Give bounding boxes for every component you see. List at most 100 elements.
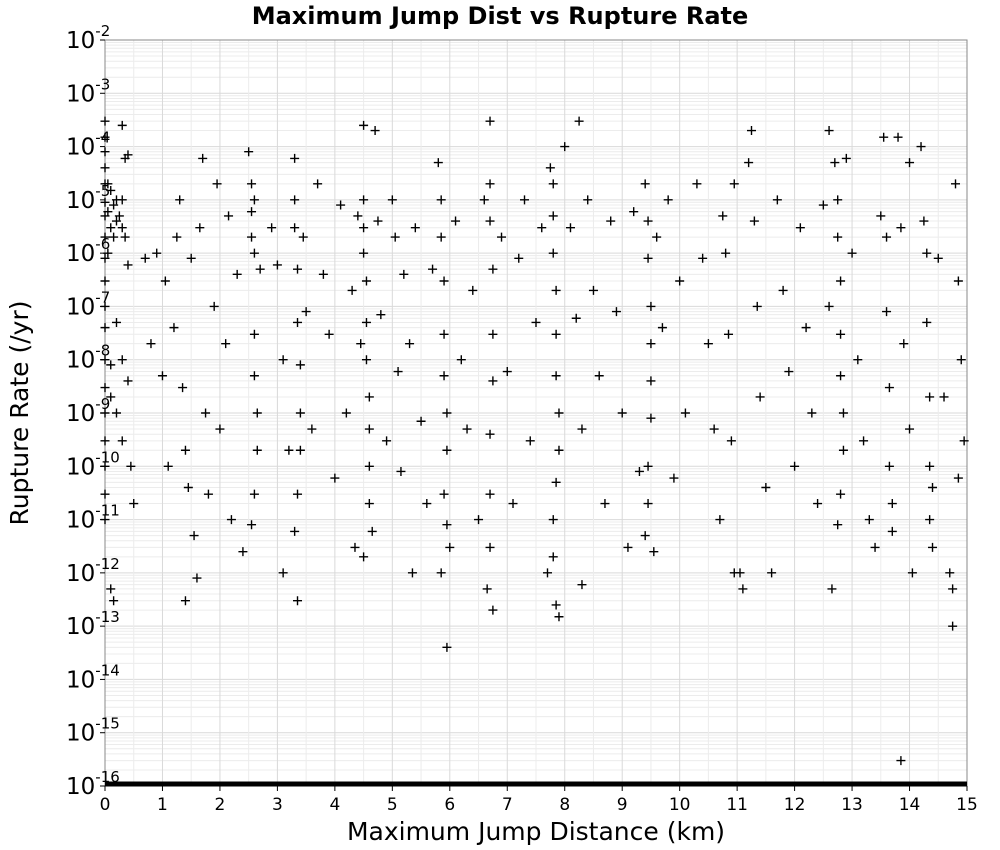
data-point	[183, 482, 193, 492]
data-point	[479, 195, 489, 205]
data-point	[887, 526, 897, 536]
data-point	[551, 600, 561, 610]
data-point	[953, 473, 963, 483]
data-point	[224, 211, 234, 221]
grid	[104, 39, 968, 787]
data-point	[290, 223, 300, 233]
data-point	[752, 301, 762, 311]
data-point	[278, 568, 288, 578]
data-point	[520, 195, 530, 205]
data-point	[617, 408, 627, 418]
data-point	[249, 371, 259, 381]
data-point	[634, 466, 644, 476]
data-point	[100, 323, 110, 333]
data-point	[456, 355, 466, 365]
data-point	[548, 552, 558, 562]
data-point	[117, 223, 127, 233]
data-point	[293, 596, 303, 606]
data-point	[916, 142, 926, 152]
data-point	[560, 142, 570, 152]
x-axis-ticks: 0 1 2 3 4 5 6 7 8 9 10 11 12 13 14 15	[100, 786, 978, 815]
data-point	[178, 383, 188, 393]
y-axis-ticks: 10-2 10-3 10-4 10-5 10-6 10-7 10-8 10-9 10-10 10-…	[66, 22, 120, 800]
data-point	[531, 317, 541, 327]
data-point	[359, 195, 369, 205]
data-point	[879, 132, 889, 142]
data-point	[313, 179, 323, 189]
data-point	[129, 499, 139, 509]
data-point	[502, 367, 512, 377]
data-point	[588, 285, 598, 295]
data-point	[643, 216, 653, 226]
data-point	[836, 489, 846, 499]
data-point	[295, 445, 305, 455]
data-point	[117, 436, 127, 446]
data-point	[146, 339, 156, 349]
data-point	[876, 211, 886, 221]
data-point	[364, 461, 374, 471]
data-point	[525, 436, 535, 446]
y-tick-label: 10-7	[66, 288, 110, 320]
data-point	[249, 248, 259, 258]
data-point	[341, 408, 351, 418]
data-point	[724, 329, 734, 339]
data-point	[203, 489, 213, 499]
data-point	[827, 584, 837, 594]
data-point	[284, 445, 294, 455]
data-point	[718, 211, 728, 221]
data-point	[643, 499, 653, 509]
y-tick-label: 10-15	[66, 715, 120, 747]
data-point	[830, 158, 840, 168]
data-point	[350, 542, 360, 552]
data-point	[813, 499, 823, 509]
data-point	[623, 542, 633, 552]
y-tick-label: 10-16	[66, 768, 120, 800]
data-point	[899, 339, 909, 349]
data-point	[249, 329, 259, 339]
data-point	[405, 339, 415, 349]
data-point	[295, 408, 305, 418]
data-point	[577, 424, 587, 434]
data-point	[244, 147, 254, 157]
data-point	[841, 153, 851, 163]
data-point	[364, 392, 374, 402]
data-point	[390, 232, 400, 242]
data-point	[744, 158, 754, 168]
data-point	[247, 520, 257, 530]
data-point	[551, 285, 561, 295]
data-point	[864, 515, 874, 525]
data-point	[114, 211, 124, 221]
data-point	[922, 248, 932, 258]
data-point	[364, 424, 374, 434]
data-point	[428, 264, 438, 274]
data-point	[353, 211, 363, 221]
data-point	[100, 197, 110, 207]
data-point	[795, 223, 805, 233]
data-point	[436, 195, 446, 205]
data-point	[359, 223, 369, 233]
x-tick-label: 14	[899, 795, 921, 815]
data-point	[859, 436, 869, 446]
data-point	[784, 367, 794, 377]
data-point	[928, 482, 938, 492]
data-point	[106, 185, 116, 195]
data-point	[117, 120, 127, 130]
data-point	[212, 179, 222, 189]
data-point	[252, 408, 262, 418]
data-point	[537, 223, 547, 233]
data-point	[376, 310, 386, 320]
y-tick-label: 10-4	[66, 129, 110, 161]
data-point	[884, 461, 894, 471]
data-point	[824, 301, 834, 311]
data-point	[201, 408, 211, 418]
data-point	[111, 408, 121, 418]
data-point	[721, 248, 731, 258]
data-points	[100, 116, 969, 766]
data-point	[169, 323, 179, 333]
data-point	[554, 612, 564, 622]
data-point	[657, 323, 667, 333]
data-point	[801, 323, 811, 333]
data-point	[922, 317, 932, 327]
data-point	[439, 371, 449, 381]
